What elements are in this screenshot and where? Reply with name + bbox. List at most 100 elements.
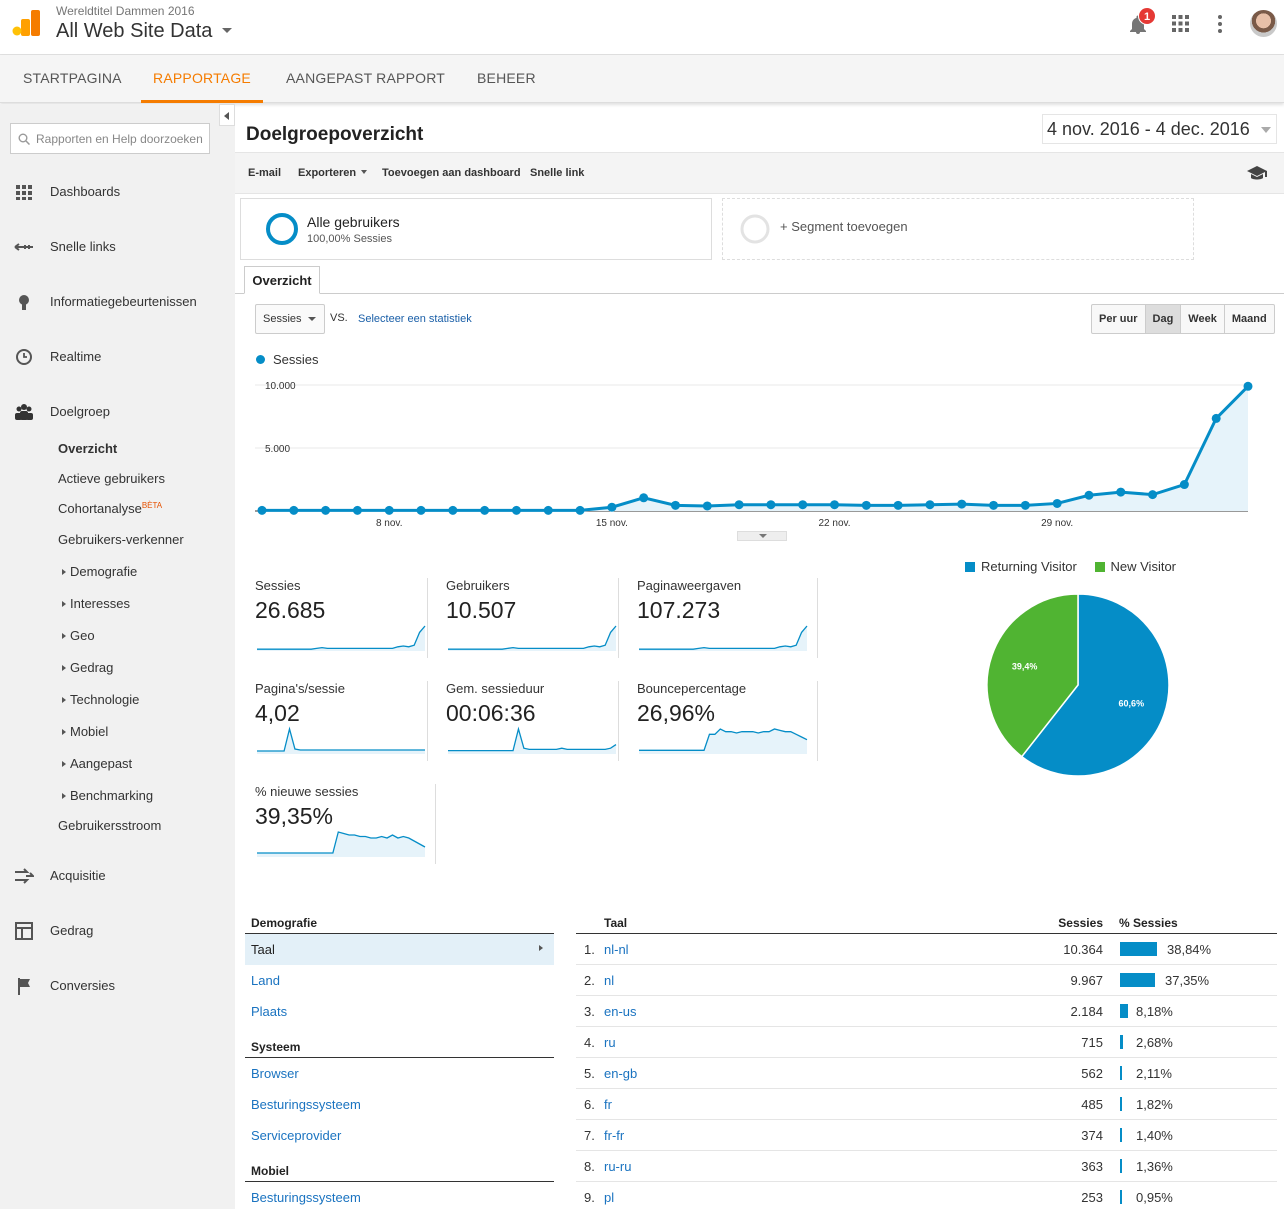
data-point[interactable] xyxy=(448,505,458,515)
data-point[interactable] xyxy=(257,505,267,515)
data-point[interactable] xyxy=(734,500,744,510)
demo-link-serviceprovider[interactable]: Serviceprovider xyxy=(251,1128,342,1143)
data-point[interactable] xyxy=(957,499,967,509)
data-point[interactable] xyxy=(893,500,903,510)
demo-link-browser[interactable]: Browser xyxy=(251,1066,299,1081)
sidebar-sub-mobiel[interactable]: Mobiel xyxy=(62,724,108,739)
shortcut-button[interactable]: Snelle link xyxy=(530,167,585,179)
scorecard[interactable]: Bouncepercentage 26,96% xyxy=(637,681,817,765)
sidebar-collapse-button[interactable] xyxy=(219,104,235,126)
sidebar-item-dashboards[interactable]: Dashboards xyxy=(0,174,235,210)
data-point[interactable] xyxy=(830,500,840,510)
data-point[interactable] xyxy=(1243,381,1253,391)
data-point[interactable] xyxy=(1052,498,1062,508)
scorecard[interactable]: Paginaweergaven 107.273 xyxy=(637,578,817,662)
row-language-link[interactable]: ru-ru xyxy=(604,1159,632,1174)
row-language-link[interactable]: pl xyxy=(604,1190,615,1205)
add-to-dashboard-button[interactable]: Toevoegen aan dashboard xyxy=(382,167,521,179)
add-segment-card[interactable]: + Segment toevoegen xyxy=(722,198,1194,260)
pie-slice[interactable] xyxy=(1020,593,1170,777)
sidebar-sub-demografie[interactable]: Demografie xyxy=(62,564,137,579)
data-point[interactable] xyxy=(352,505,362,515)
metric-select[interactable]: Sessies xyxy=(255,304,325,334)
data-point[interactable] xyxy=(289,505,299,515)
scorecard[interactable]: % nieuwe sessies 39,35% xyxy=(255,784,435,868)
data-point[interactable] xyxy=(575,505,585,515)
data-point[interactable] xyxy=(1116,487,1126,497)
row-language-link[interactable]: ru xyxy=(604,1035,616,1050)
export-button[interactable]: Exporteren xyxy=(298,167,368,179)
search-input[interactable]: Rapporten en Help doorzoeken xyxy=(10,123,210,154)
data-point[interactable] xyxy=(670,500,680,510)
data-point[interactable] xyxy=(1211,413,1221,423)
demo-link-besturingssysteem[interactable]: Besturingssysteem xyxy=(251,1097,361,1112)
row-language-link[interactable]: en-us xyxy=(604,1004,637,1019)
date-range-picker[interactable]: 4 nov. 2016 - 4 dec. 2016 xyxy=(1042,114,1277,144)
data-point[interactable] xyxy=(1084,490,1094,500)
sidebar-sub-technologie[interactable]: Technologie xyxy=(62,692,139,707)
sidebar-item-snelle-links[interactable]: Snelle links xyxy=(0,229,235,265)
pie-slice[interactable] xyxy=(986,593,1079,758)
data-point[interactable] xyxy=(607,502,617,512)
data-point[interactable] xyxy=(766,500,776,510)
data-point[interactable] xyxy=(1148,490,1158,500)
data-point[interactable] xyxy=(702,501,712,511)
row-language-link[interactable]: en-gb xyxy=(604,1066,638,1081)
sidebar-sub-gebruikersstroom[interactable]: Gebruikersstroom xyxy=(58,818,162,833)
segment-card-alle-gebruikers[interactable]: Alle gebruikers 100,00% Sessies xyxy=(240,198,712,260)
sidebar-sub-benchmarking[interactable]: Benchmarking xyxy=(62,788,153,803)
scorecard[interactable]: Sessies 26.685 xyxy=(255,578,435,662)
row-language-link[interactable]: fr-fr xyxy=(604,1128,625,1143)
data-point[interactable] xyxy=(861,500,871,510)
sidebar-item-doelgroep[interactable]: Doelgroep xyxy=(0,394,235,430)
demo-link-mobile-besturingssysteem[interactable]: Besturingssysteem xyxy=(251,1190,361,1205)
graduation-cap-icon[interactable] xyxy=(1246,165,1268,181)
data-point[interactable] xyxy=(321,505,331,515)
data-point[interactable] xyxy=(1179,480,1189,490)
granularity-week-button[interactable]: Week xyxy=(1181,305,1225,333)
row-language-link[interactable]: fr xyxy=(604,1097,612,1112)
row-language-link[interactable]: nl xyxy=(604,973,615,988)
analytics-logo-icon[interactable] xyxy=(12,10,42,36)
data-point[interactable] xyxy=(543,505,553,515)
sidebar-sub-actieve-gebruikers[interactable]: Actieve gebruikers xyxy=(58,471,165,486)
select-statistic-link[interactable]: Selecteer een statistiek xyxy=(358,313,472,325)
email-button[interactable]: E-mail xyxy=(248,167,282,179)
sidebar-item-gedrag[interactable]: Gedrag xyxy=(0,913,235,949)
apps-grid-icon[interactable] xyxy=(1172,15,1189,32)
avatar[interactable] xyxy=(1250,10,1277,37)
property-selector[interactable]: All Web Site Data xyxy=(56,20,232,43)
sidebar-item-realtime[interactable]: Realtime xyxy=(0,339,235,375)
data-point[interactable] xyxy=(1020,500,1030,510)
demo-link-land[interactable]: Land xyxy=(251,973,280,988)
scorecard[interactable]: Pagina's/sessie 4,02 xyxy=(255,681,435,765)
sidebar-sub-gedrag[interactable]: Gedrag xyxy=(62,660,113,675)
granularity-dag-button[interactable]: Dag xyxy=(1145,305,1182,333)
scorecard[interactable]: Gem. sessieduur 00:06:36 xyxy=(446,681,626,765)
tab-overzicht[interactable]: Overzicht xyxy=(244,266,320,294)
tab-startpagina[interactable]: STARTPAGINA xyxy=(23,70,122,86)
data-point[interactable] xyxy=(416,505,426,515)
data-point[interactable] xyxy=(798,500,808,510)
data-point[interactable] xyxy=(925,500,935,510)
granularity-maand-button[interactable]: Maand xyxy=(1231,313,1267,325)
data-point[interactable] xyxy=(480,505,490,515)
sidebar-item-conversies[interactable]: Conversies xyxy=(0,968,235,1004)
data-point[interactable] xyxy=(511,505,521,515)
sidebar-sub-aangepast[interactable]: Aangepast xyxy=(62,756,132,771)
sidebar-sub-overzicht[interactable]: Overzicht xyxy=(58,441,118,456)
row-language-link[interactable]: nl-nl xyxy=(604,942,629,957)
sidebar-item-acquisitie[interactable]: Acquisitie xyxy=(0,858,235,894)
chart-collapse-button[interactable] xyxy=(737,531,787,541)
scorecard[interactable]: Gebruikers 10.507 xyxy=(446,578,626,662)
granularity-per-uur-button[interactable]: Per uur xyxy=(1092,305,1146,333)
sidebar-sub-geo[interactable]: Geo xyxy=(62,628,95,643)
data-point[interactable] xyxy=(639,493,649,503)
demo-link-taal[interactable]: Taal xyxy=(245,934,554,965)
tab-aangepast-rapport[interactable]: AANGEPAST RAPPORT xyxy=(286,70,445,86)
sidebar-sub-gebruikers-verkenner[interactable]: Gebruikers-verkenner xyxy=(58,532,184,547)
tab-rapportage[interactable]: RAPPORTAGE xyxy=(141,55,263,103)
data-point[interactable] xyxy=(384,505,394,515)
sidebar-sub-interesses[interactable]: Interesses xyxy=(62,596,130,611)
data-point[interactable] xyxy=(989,500,999,510)
